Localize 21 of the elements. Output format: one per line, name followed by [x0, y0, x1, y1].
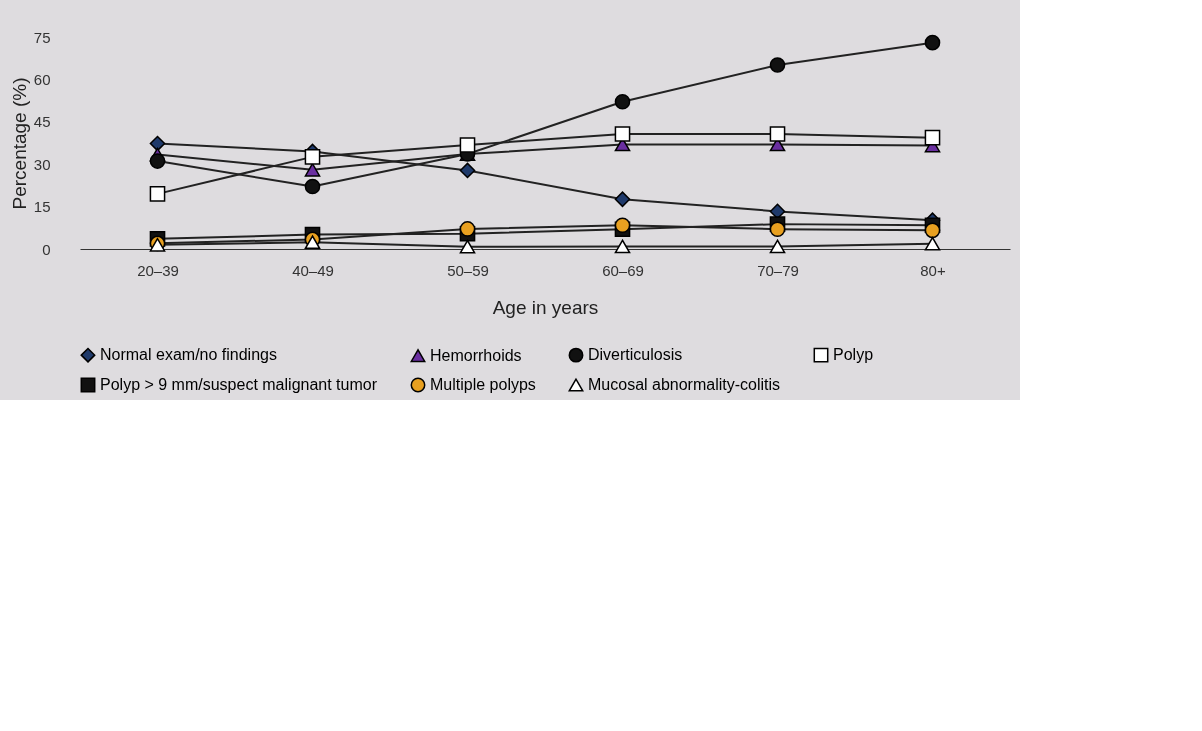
- x-tick-label: 80+: [920, 261, 946, 279]
- y-tick-label: 15: [33, 198, 51, 216]
- x-tick-label: 70–79: [757, 261, 799, 279]
- y-tick-label: 60: [33, 70, 51, 88]
- x-tick-label: 50–59: [447, 261, 489, 279]
- y-tick-label: 0: [42, 240, 51, 258]
- y-tick-label: 45: [33, 113, 51, 131]
- x-tick-label: 20–39: [137, 261, 179, 279]
- legend-label: Normal exam/no findings: [100, 346, 277, 364]
- y-tick-label: 75: [33, 28, 51, 46]
- legend-label: Polyp: [833, 346, 874, 364]
- legend-label: Mucosal abnormality-colitis: [588, 376, 781, 393]
- legend-label: Diverticulosis: [588, 346, 683, 364]
- legend-label: Hemorrhoids: [430, 346, 522, 364]
- legend-label: Multiple polyps: [430, 376, 536, 393]
- y-axis-title: Percentage (%): [8, 77, 30, 210]
- y-tick-label: 30: [33, 155, 51, 173]
- x-tick-label: 60–69: [602, 261, 644, 279]
- x-tick-label: 40–49: [292, 261, 334, 279]
- legend-label: Polyp > 9 mm/suspect malignant tumor: [100, 376, 378, 393]
- x-axis-title: Age in years: [492, 296, 599, 318]
